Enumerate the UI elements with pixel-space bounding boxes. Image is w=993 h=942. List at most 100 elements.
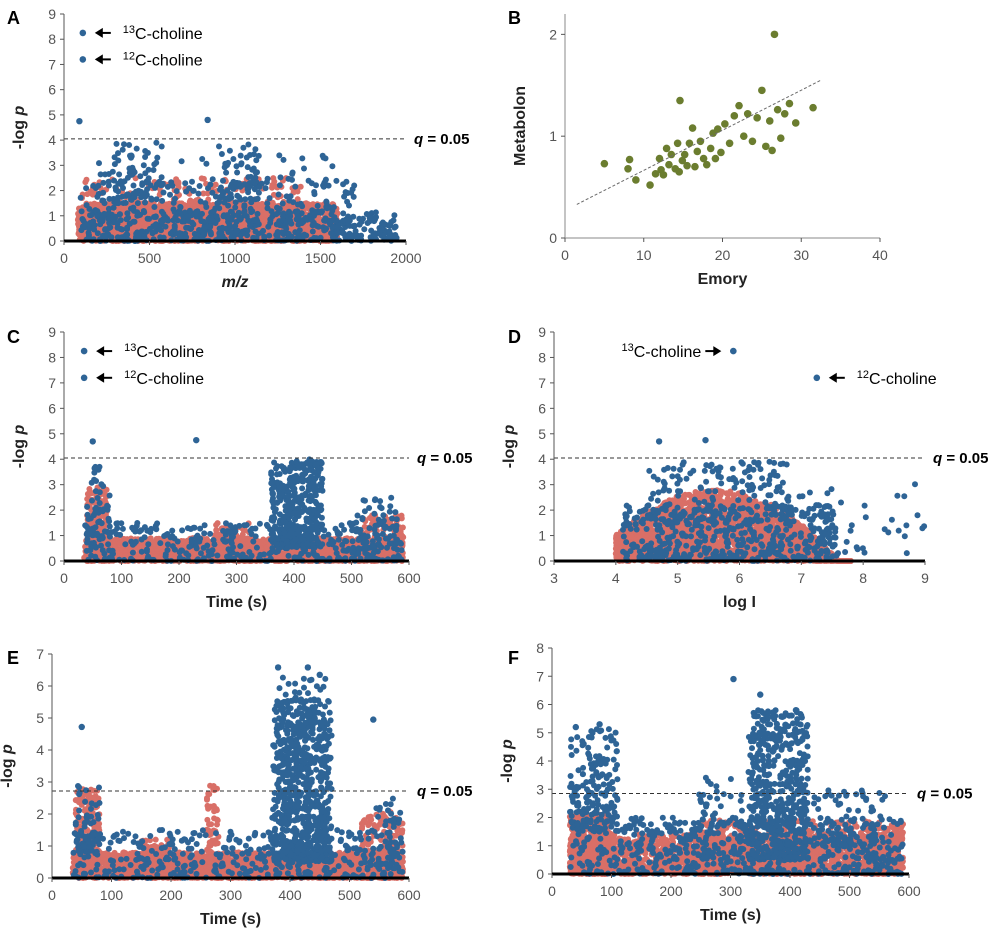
- data-point: [324, 205, 331, 212]
- data-point: [292, 183, 299, 190]
- data-point: [109, 215, 116, 221]
- data-point: [706, 144, 715, 153]
- y-tick-label: 7: [48, 56, 56, 72]
- y-tick-label: 0: [48, 233, 56, 249]
- data-point: [116, 211, 123, 218]
- panel-label: C: [7, 327, 20, 347]
- data-point: [346, 233, 353, 240]
- y-tick-label: 1: [48, 208, 56, 224]
- data-point: [351, 222, 358, 229]
- data-point: [111, 161, 118, 168]
- data-point: [158, 174, 165, 181]
- data-point: [114, 220, 121, 227]
- data-point: [320, 154, 327, 161]
- data-point: [252, 146, 259, 153]
- data-point: [111, 177, 118, 184]
- data-point: [725, 139, 734, 148]
- data-point: [266, 232, 273, 239]
- data-point: [748, 137, 757, 146]
- data-point: [255, 189, 262, 196]
- data-point: [243, 154, 250, 161]
- data-point: [730, 112, 739, 120]
- x-tick-label: 10: [636, 247, 652, 263]
- points: [600, 30, 817, 189]
- data-point: [94, 193, 101, 200]
- data-point: [209, 176, 216, 183]
- data-point: [128, 152, 135, 159]
- data-point: [228, 216, 235, 223]
- data-point: [251, 179, 258, 186]
- data-point: [83, 185, 90, 192]
- data-point: [361, 226, 368, 233]
- data-point: [353, 233, 360, 240]
- data-point: [276, 152, 283, 159]
- data-point: [153, 196, 160, 203]
- data-point: [189, 178, 195, 185]
- data-point: [283, 225, 290, 232]
- data-point: [780, 109, 789, 118]
- data-point: [225, 194, 232, 201]
- data-point: [289, 171, 296, 177]
- data-point: [102, 171, 109, 178]
- data-point: [392, 232, 399, 238]
- data-point: [209, 189, 216, 196]
- data-point: [121, 178, 128, 185]
- x-tick-label: 30: [793, 247, 809, 263]
- data-point: [145, 175, 152, 182]
- data-point: [144, 215, 151, 222]
- x-tick-label: 2000: [390, 250, 421, 266]
- data-point: [195, 190, 202, 197]
- data-point: [768, 146, 776, 155]
- data-point: [104, 230, 111, 237]
- data-point: [702, 160, 711, 169]
- data-point: [203, 160, 210, 167]
- data-point: [600, 159, 609, 168]
- data-point: [762, 142, 770, 151]
- data-point: [339, 229, 346, 236]
- data-point: [288, 233, 295, 240]
- data-point: [301, 165, 307, 172]
- data-point: [242, 181, 249, 188]
- x-tick-label: 0: [561, 247, 569, 263]
- data-point: [758, 86, 766, 95]
- data-point: [140, 192, 147, 199]
- data-point: [743, 109, 752, 118]
- data-point: [667, 150, 676, 159]
- data-point: [85, 221, 92, 228]
- data-point: [309, 207, 316, 214]
- data-point: [160, 189, 167, 196]
- outlier-point: [76, 117, 83, 125]
- data-point: [235, 209, 242, 216]
- x-tick-label: 1000: [219, 250, 250, 266]
- y-tick-label: 2: [549, 26, 557, 42]
- data-point: [158, 227, 164, 234]
- data-point: [78, 208, 85, 215]
- data-point: [83, 202, 90, 209]
- data-point: [735, 101, 743, 110]
- data-point: [158, 208, 165, 215]
- y-tick-label: 9: [48, 6, 56, 22]
- data-point: [240, 144, 247, 151]
- data-point: [226, 147, 233, 154]
- data-point: [776, 134, 785, 143]
- data-point: [100, 179, 107, 186]
- data-point: [330, 204, 337, 211]
- panel-label: B: [508, 8, 521, 28]
- data-point: [203, 204, 210, 210]
- data-point: [711, 154, 720, 163]
- data-point: [182, 202, 189, 209]
- data-point: [126, 142, 133, 148]
- data-point: [309, 228, 316, 235]
- data-point: [340, 181, 347, 188]
- data-point: [275, 191, 282, 198]
- data-point: [237, 152, 244, 159]
- data-point: [198, 218, 205, 224]
- data-point: [770, 30, 779, 39]
- data-point: [696, 137, 705, 146]
- data-point: [252, 228, 259, 235]
- data-point: [90, 182, 97, 189]
- data-point: [236, 194, 243, 201]
- data-point: [356, 215, 363, 222]
- data-point: [625, 155, 634, 164]
